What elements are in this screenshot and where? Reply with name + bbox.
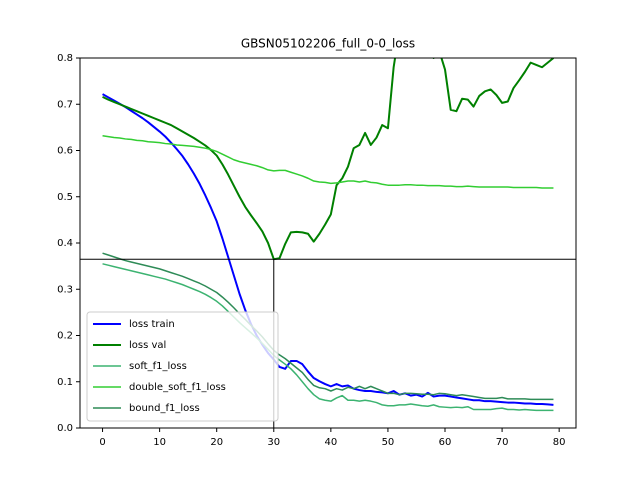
series-line <box>102 263 554 412</box>
x-tick-label: 80 <box>553 437 566 448</box>
legend-label: soft_f1_loss <box>129 361 187 372</box>
x-tick-label: 10 <box>153 437 166 448</box>
x-tick-label: 50 <box>382 437 395 448</box>
y-tick-label: 0.7 <box>57 99 73 110</box>
legend-label: bound_f1_loss <box>129 403 200 414</box>
y-tick-label: 0.4 <box>57 238 73 249</box>
chart-title: GBSN05102206_full_0-0_loss <box>241 37 415 51</box>
x-tick-label: 60 <box>439 437 452 448</box>
y-tick-label: 0.1 <box>57 377 73 388</box>
y-tick-label: 0.3 <box>57 284 73 295</box>
y-tick-label: 0.5 <box>57 192 73 203</box>
series-line <box>102 93 554 406</box>
y-tick-label: 0.6 <box>57 146 73 157</box>
legend-box <box>86 311 279 422</box>
plot-area <box>80 58 576 428</box>
x-tick-label: 20 <box>210 437 223 448</box>
series-line <box>102 58 555 261</box>
series-line <box>102 252 554 401</box>
y-tick-label: 0.2 <box>57 331 73 342</box>
x-tick-label: 0 <box>99 437 105 448</box>
x-tick-label: 40 <box>324 437 337 448</box>
y-tick-label: 0.8 <box>57 53 73 64</box>
legend-label: loss train <box>129 319 175 330</box>
y-tick-label: 0.0 <box>57 423 73 434</box>
legend-label: double_soft_f1_loss <box>129 382 226 393</box>
series-line <box>102 134 554 189</box>
x-tick-label: 30 <box>267 437 280 448</box>
legend-label: loss val <box>129 340 166 351</box>
x-tick-label: 70 <box>496 437 509 448</box>
